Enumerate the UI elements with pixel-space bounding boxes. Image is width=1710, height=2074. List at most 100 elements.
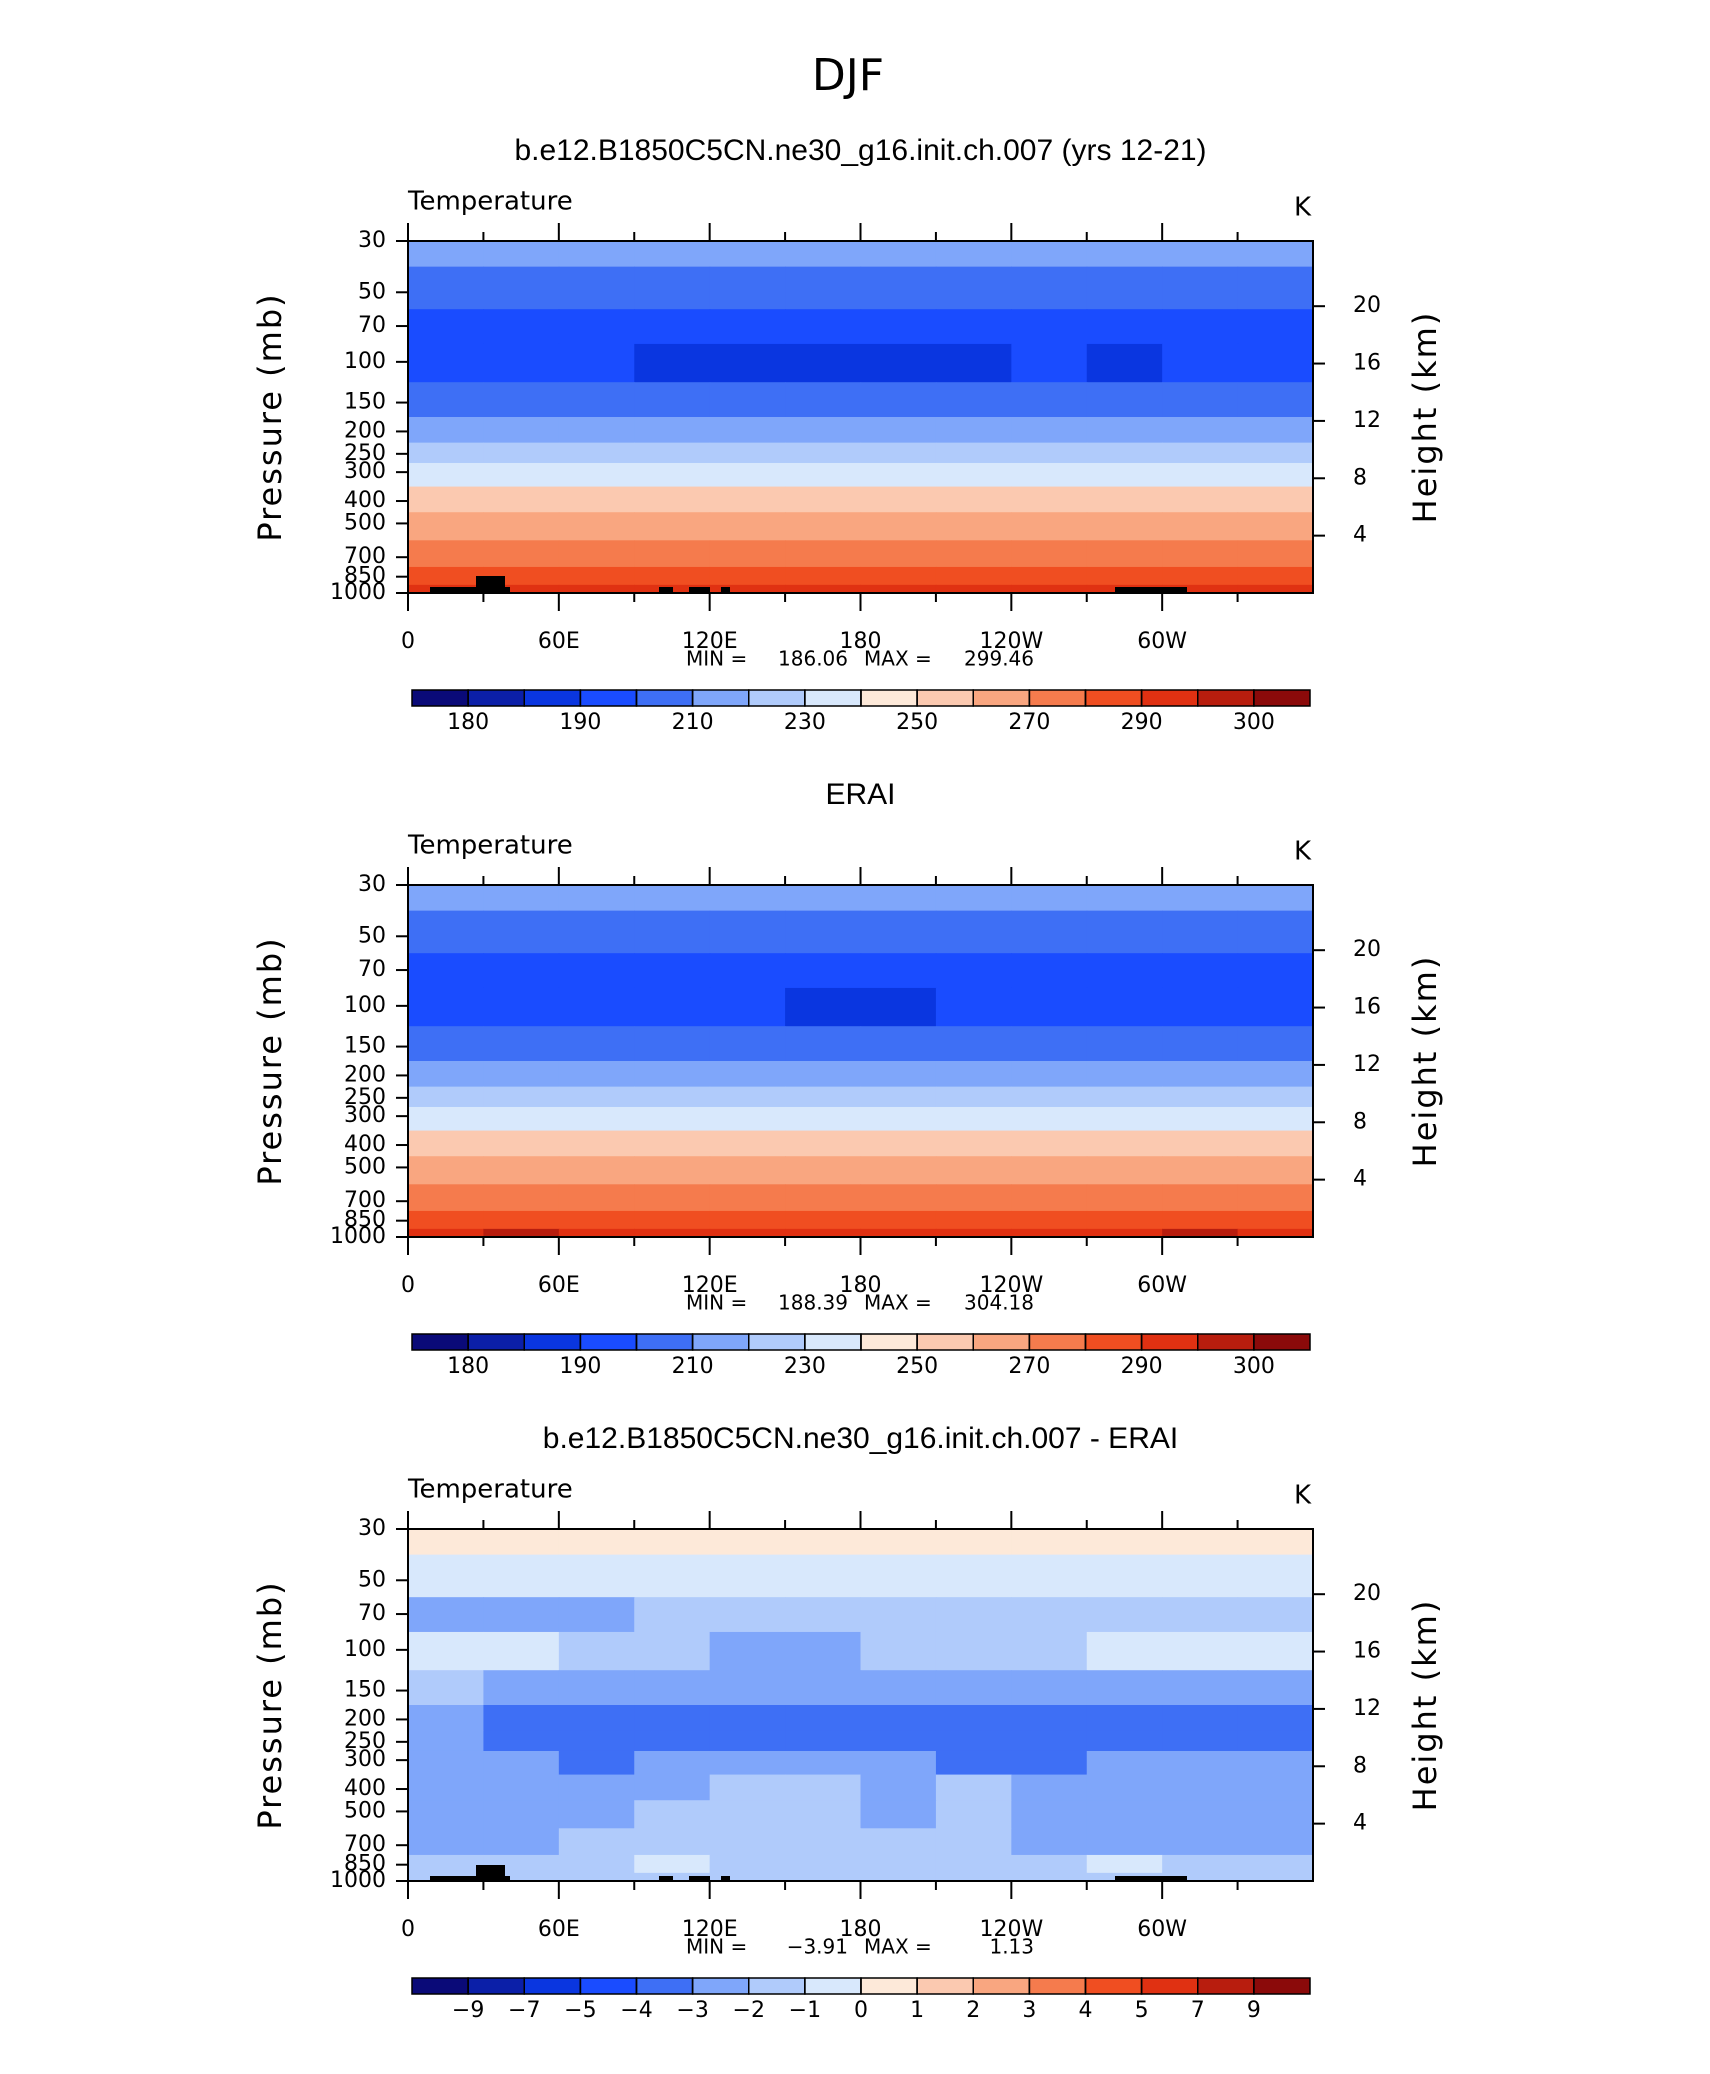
- contour-cell: [634, 885, 711, 912]
- contour-cell: [785, 417, 862, 444]
- contour-cell: [709, 1828, 786, 1856]
- y-tick-label: 1000: [330, 580, 386, 605]
- y2-tick-label: 12: [1353, 1696, 1381, 1721]
- contour-cell: [860, 1800, 937, 1829]
- x-tick-label: 180: [840, 1273, 882, 1298]
- contour-cell: [634, 1026, 711, 1062]
- y-tick-label: 700: [344, 544, 386, 569]
- contour-cell: [558, 1631, 635, 1671]
- contour-cell: [860, 266, 937, 310]
- contour-cell: [785, 566, 862, 586]
- contour-cell: [1162, 1872, 1239, 1882]
- contour-cell: [1011, 987, 1088, 1027]
- contour-cell: [483, 1800, 560, 1829]
- contour-cell: [935, 584, 1012, 594]
- contour-cell: [709, 343, 786, 383]
- contour-cell: [1162, 584, 1239, 594]
- y-tick-label: 500: [344, 1798, 386, 1823]
- contour-cell: [483, 1631, 560, 1671]
- y-tick-label: 500: [344, 1154, 386, 1179]
- y-tick-label: 300: [344, 459, 386, 484]
- contour-cell: [408, 512, 485, 541]
- contour-cell: [935, 1554, 1012, 1598]
- y2-tick-label: 16: [1353, 1639, 1381, 1664]
- contour-cell: [483, 987, 560, 1027]
- contour-cell: [785, 953, 862, 989]
- colorbar-label: 290: [1121, 1354, 1163, 1379]
- contour-cell: [709, 566, 786, 586]
- contour-cell: [634, 953, 711, 989]
- contour-cell: [935, 1705, 1012, 1732]
- contour-cell: [935, 953, 1012, 989]
- contour-cell: [483, 512, 560, 541]
- contour-cell: [860, 1184, 937, 1212]
- contour-cell: [709, 584, 786, 594]
- contour-cell: [1011, 1597, 1088, 1633]
- x-tick-label: 60W: [1137, 1273, 1187, 1298]
- contour-cell: [1011, 1631, 1088, 1671]
- y2-tick-label: 8: [1353, 465, 1367, 490]
- contour-cell: [1237, 1106, 1314, 1132]
- colorbar-label: 2: [966, 1998, 980, 2023]
- contour-cell: [935, 309, 1012, 345]
- contour-cell: [785, 1529, 862, 1556]
- contour-cell: [785, 486, 862, 513]
- colorbar-label: −5: [564, 1998, 596, 2023]
- contour-cell: [1237, 266, 1314, 310]
- colorbar-label: −4: [620, 1998, 652, 2023]
- contour-cell: [709, 417, 786, 444]
- contour-cell: [1162, 540, 1239, 568]
- contour-cell: [935, 1597, 1012, 1633]
- y2-tick-label: 12: [1353, 1052, 1381, 1077]
- contour-cell: [1162, 1854, 1239, 1874]
- contour-cell: [1086, 442, 1163, 464]
- contour-cell: [1086, 1156, 1163, 1185]
- contour-cell: [1011, 1106, 1088, 1132]
- contour-cell: [1162, 1529, 1239, 1556]
- contour-cell: [1011, 953, 1088, 989]
- contour-cell: [558, 266, 635, 310]
- contour-cell: [1086, 1086, 1163, 1108]
- contour-cell: [785, 512, 862, 541]
- colorbar-label: −2: [733, 1998, 765, 2023]
- contour-cell: [634, 1774, 711, 1801]
- units: K: [1294, 1481, 1312, 1511]
- contour-cell: [1086, 1828, 1163, 1856]
- colorbar-box: [691, 1333, 750, 1351]
- colorbar-label: 1: [910, 1998, 924, 2023]
- contour-cell: [1011, 382, 1088, 418]
- contour-cell: [1011, 584, 1088, 594]
- contour-cell: [1086, 1705, 1163, 1732]
- y-tick-label: 1000: [330, 1224, 386, 1249]
- contour-cell: [709, 1872, 786, 1882]
- contour-cell: [1011, 540, 1088, 568]
- contour-cell: [1011, 1026, 1088, 1062]
- contour-cell: [860, 987, 937, 1027]
- contour-cell: [408, 885, 485, 912]
- contour-cell: [483, 1529, 560, 1556]
- contour-cell: [1162, 885, 1239, 912]
- contour-cell: [1237, 1631, 1314, 1671]
- contour-cell: [1086, 1631, 1163, 1671]
- contour-cell: [1237, 512, 1314, 541]
- contour-cell: [483, 1210, 560, 1230]
- contour-cell: [1237, 417, 1314, 444]
- contour-cell: [1086, 987, 1163, 1027]
- contour-cell: [1237, 1705, 1314, 1732]
- chart-title: ERAI: [825, 778, 895, 811]
- contour-cell: [408, 1597, 485, 1633]
- contour-cell: [709, 910, 786, 954]
- contour-cell: [935, 1156, 1012, 1185]
- x-tick-label: 120E: [682, 1917, 738, 1942]
- contour-cell: [634, 1554, 711, 1598]
- contour-cell: [634, 266, 711, 310]
- colorbar-label: −7: [508, 1998, 540, 2023]
- contour-cell: [634, 1631, 711, 1671]
- contour-cell: [1086, 343, 1163, 383]
- contour-cell: [1011, 1228, 1088, 1238]
- colorbar-box: [467, 1977, 525, 1995]
- x-tick-label: 120W: [979, 629, 1043, 654]
- contour-cell: [1162, 1631, 1239, 1671]
- contour-cell: [709, 1026, 786, 1062]
